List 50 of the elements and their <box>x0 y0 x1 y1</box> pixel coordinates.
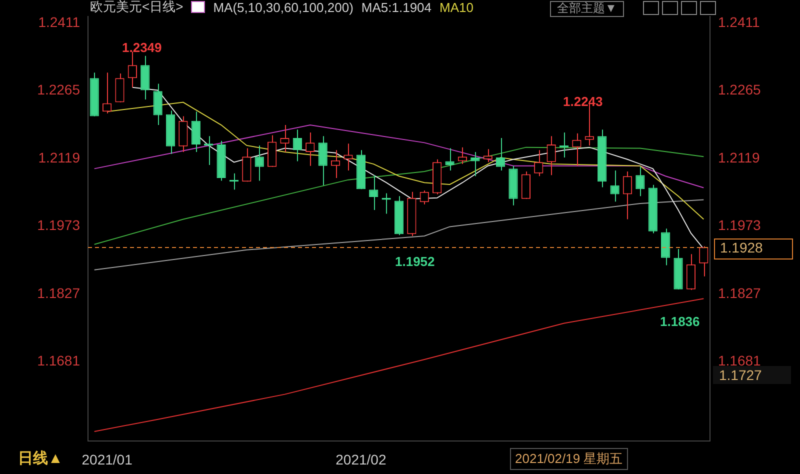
annotation: 1.1952 <box>395 254 435 269</box>
candlestick <box>622 170 632 220</box>
annotation: 1.2349 <box>122 40 162 55</box>
candlestick <box>267 134 277 168</box>
candlestick <box>330 150 340 178</box>
candlestick <box>178 116 188 152</box>
annotation: 1.1836 <box>660 314 700 329</box>
candlestick <box>546 136 556 176</box>
candlestick <box>191 111 200 152</box>
y-tick-label: 1.1827 <box>37 284 80 301</box>
text: MA5:1.1904 <box>361 0 432 14</box>
candlestick <box>610 170 620 202</box>
text: 2021/02/19 星期五 <box>510 448 628 470</box>
candlestick <box>445 148 454 172</box>
y-tick-label: 1.2265 <box>37 82 80 98</box>
candlestick <box>686 254 696 290</box>
candlestick <box>280 124 290 152</box>
y2-tick-label: 1.1681 <box>718 352 762 369</box>
candlestick <box>242 148 252 182</box>
x-tick-label: 2021/01 <box>82 451 133 468</box>
x-tick-label: 2021/02 <box>336 451 386 468</box>
candlestick <box>318 136 328 186</box>
y2-tick-label: 1.2411 <box>718 14 760 30</box>
candlestick <box>115 73 124 103</box>
candlestick <box>369 174 378 210</box>
y2-tick-label: 1.2119 <box>718 149 760 166</box>
y2-tick-label: 1.1827 <box>718 284 762 301</box>
y2-tick-label: 1.2265 <box>718 82 762 98</box>
candlestick <box>470 151 480 177</box>
candlestick <box>483 148 492 163</box>
candlestick <box>153 83 162 126</box>
text: MA(5,10,30,60,100,200) <box>213 0 354 14</box>
y-tick-label: 1.1973 <box>37 217 80 234</box>
y-tick-label: 1.2119 <box>38 149 80 166</box>
y-tick-label: 1.2411 <box>38 14 80 30</box>
annotation: 1.2243 <box>563 94 603 109</box>
candlestick <box>344 143 353 172</box>
text: 全部主题▼ <box>550 1 624 17</box>
ref-line-label: 1.1928 <box>720 239 764 256</box>
text: MA10 <box>440 0 474 14</box>
y2-tick-label: 1.1973 <box>718 217 762 234</box>
chart-title: 欧元美元<日线> <box>90 0 184 16</box>
y-tick-label: 1.1681 <box>37 352 80 369</box>
text: 日线▲ <box>18 449 63 468</box>
candlestick <box>699 246 708 277</box>
candlestick <box>521 170 531 200</box>
text: 1.1727 <box>713 366 791 384</box>
candlestick <box>661 228 670 266</box>
candlestick <box>140 55 150 100</box>
candlestick <box>458 146 468 165</box>
